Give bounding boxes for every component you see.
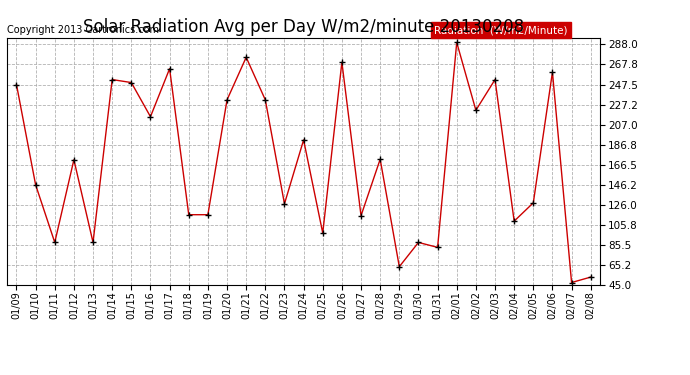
Text: Radiation  (W/m2/Minute): Radiation (W/m2/Minute) xyxy=(434,25,568,35)
Title: Solar Radiation Avg per Day W/m2/minute 20130208: Solar Radiation Avg per Day W/m2/minute … xyxy=(83,18,524,36)
Text: Copyright 2013 Cartronics.com: Copyright 2013 Cartronics.com xyxy=(7,25,159,35)
